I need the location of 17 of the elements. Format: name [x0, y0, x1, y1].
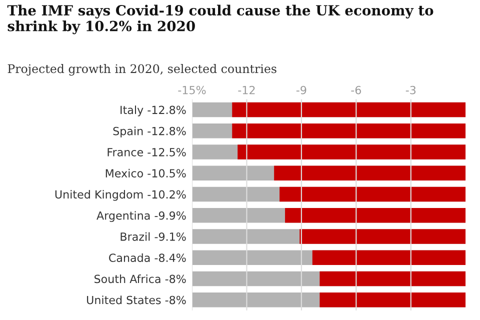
category-label: United Kingdom -10.2%: [55, 190, 186, 201]
category-label: South Africa -8%: [94, 274, 186, 284]
chart-subtitle: Projected growth in 2020, selected countries: [8, 64, 276, 76]
category-label: Italy -12.8%: [120, 106, 186, 116]
category-label: Brazil -9.1%: [120, 232, 186, 241]
category-label: United States -8%: [87, 296, 186, 304]
category-label: Spain -12.8%: [113, 126, 186, 138]
x-tick-label: -12: [238, 86, 255, 94]
chart-title: The IMF says Covid-19 could cause the UK economy to shrink by 10.2% in 2020: [7, 4, 434, 34]
x-tick-label: -9: [296, 86, 306, 94]
category-label: Canada -8.4%: [109, 253, 186, 262]
x-tick-label: -3: [406, 86, 416, 94]
x-tick-label: -15%: [178, 86, 206, 94]
x-tick-label: -6: [351, 86, 361, 94]
category-label: Argentina -9.9%: [96, 211, 186, 222]
category-label: France -12.5%: [108, 148, 186, 156]
category-label: Mexico -10.5%: [106, 168, 186, 178]
